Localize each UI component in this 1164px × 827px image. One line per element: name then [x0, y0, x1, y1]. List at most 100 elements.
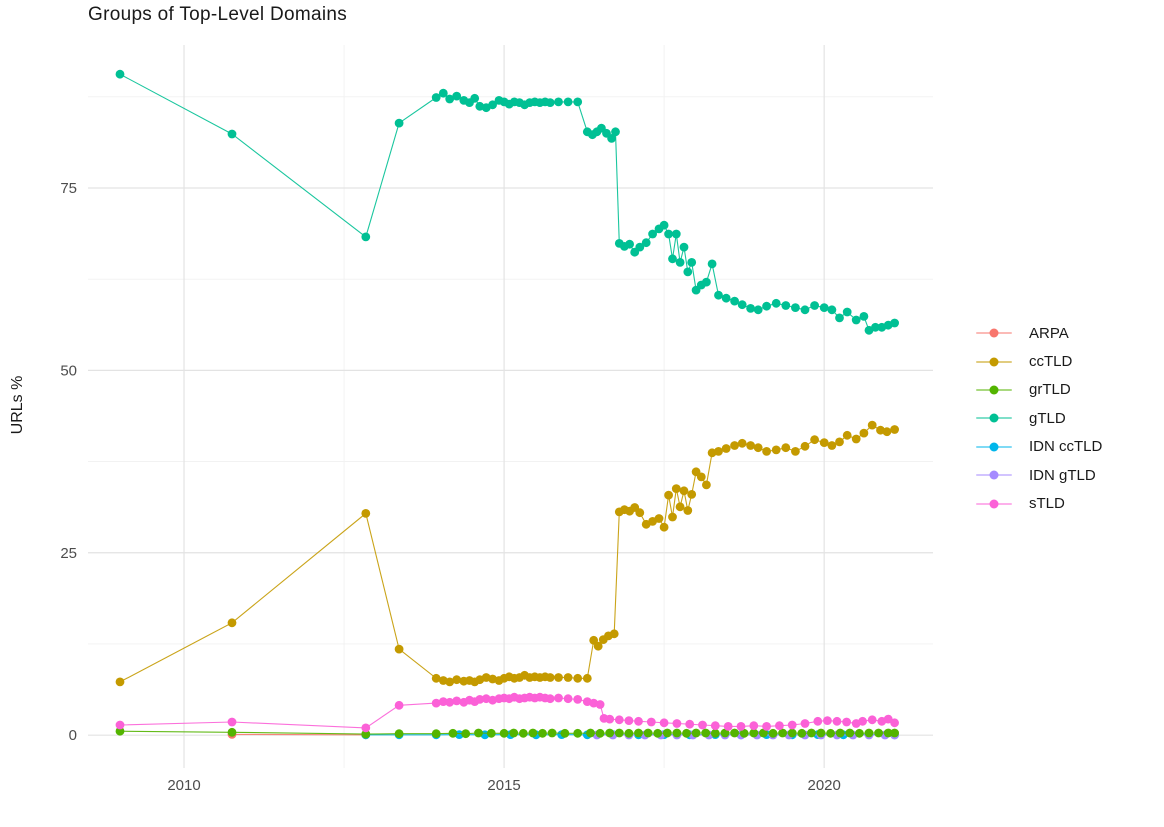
data-point [842, 307, 852, 317]
data-point [691, 728, 701, 738]
data-point [759, 728, 768, 738]
data-point [394, 118, 404, 128]
data-point [445, 697, 455, 707]
data-point [654, 514, 664, 523]
data-point [361, 232, 371, 242]
data-point [687, 490, 697, 499]
x-tick-label: 2015 [487, 777, 520, 794]
legend-key-icon [976, 355, 1012, 369]
data-point [855, 728, 864, 738]
data-point [675, 502, 685, 512]
legend-item-grtld: grTLD [976, 376, 1102, 404]
data-point [563, 97, 573, 107]
y-tick-label: 75 [60, 180, 77, 197]
data-point [842, 430, 852, 440]
legend-key-icon [976, 468, 1012, 482]
data-point [810, 435, 819, 445]
data-point [659, 220, 669, 230]
data-point [781, 301, 791, 310]
data-point [737, 438, 747, 448]
data-point [730, 728, 739, 738]
legend-item-idn-cctld: IDN ccTLD [976, 433, 1102, 461]
data-point [554, 673, 563, 682]
data-point [438, 697, 448, 706]
data-point [664, 229, 673, 239]
data-point [470, 93, 480, 103]
data-point [882, 427, 892, 437]
data-point [702, 277, 711, 287]
legend-key-icon [976, 383, 1012, 397]
data-point [768, 728, 778, 738]
y-tick-label: 0 [69, 727, 77, 744]
legend-label: ccTLD [1029, 353, 1073, 371]
data-point [675, 258, 685, 267]
data-point [874, 728, 883, 738]
data-point [701, 728, 711, 738]
data-point [445, 677, 455, 687]
data-point [781, 443, 791, 453]
data-point [762, 722, 771, 731]
data-point [762, 447, 771, 456]
data-point [115, 677, 125, 687]
x-tick-label: 2020 [807, 777, 840, 794]
data-point [739, 728, 749, 738]
data-point [683, 267, 693, 277]
data-point [791, 303, 800, 312]
data-point [746, 304, 755, 313]
legend-item-cctld: ccTLD [976, 347, 1102, 375]
data-point [563, 694, 573, 704]
data-point [573, 97, 583, 107]
data-point [227, 717, 237, 727]
data-point [431, 673, 441, 683]
data-point [859, 428, 869, 438]
data-point [749, 728, 759, 738]
legend-key-icon [976, 440, 1012, 454]
chart-title: Groups of Top-Level Domains [88, 4, 348, 25]
data-point [736, 722, 746, 731]
data-point [499, 728, 509, 738]
data-point [819, 303, 829, 312]
data-point [800, 441, 810, 451]
data-point [593, 641, 603, 651]
data-point [545, 98, 555, 107]
data-point [800, 719, 810, 728]
data-point [452, 696, 462, 706]
data-point [635, 508, 645, 518]
data-point [813, 716, 823, 726]
data-point [659, 718, 669, 728]
data-point [641, 238, 651, 248]
data-point [746, 441, 755, 450]
legend: ARPA ccTLD grTLD gTLD IDN ccTLD IDN gTLD… [976, 319, 1102, 518]
data-point [890, 728, 899, 738]
data-point [702, 480, 711, 490]
legend-label: sTLD [1029, 495, 1065, 513]
data-point [864, 728, 874, 738]
data-point [835, 313, 844, 323]
data-point [452, 91, 462, 101]
data-point [871, 322, 880, 332]
data-point [547, 728, 557, 738]
data-point [582, 673, 592, 683]
data-point [573, 673, 583, 683]
data-point [573, 728, 583, 738]
data-point [714, 447, 723, 456]
legend-item-arpa: ARPA [976, 319, 1102, 347]
data-point [227, 129, 237, 139]
data-point [605, 728, 615, 738]
data-point [634, 716, 643, 726]
data-point [452, 675, 462, 685]
data-point [671, 229, 681, 239]
data-point [445, 94, 455, 104]
legend-key-icon [976, 497, 1012, 511]
data-point [461, 729, 471, 739]
data-point [753, 305, 763, 315]
data-point [563, 673, 573, 682]
data-point [730, 441, 739, 450]
data-point [668, 512, 677, 522]
data-point [486, 728, 496, 738]
data-point [609, 629, 619, 639]
series-line-ccTLD [119, 424, 895, 683]
data-point [554, 693, 563, 703]
data-point [737, 300, 747, 310]
data-point [778, 728, 787, 738]
